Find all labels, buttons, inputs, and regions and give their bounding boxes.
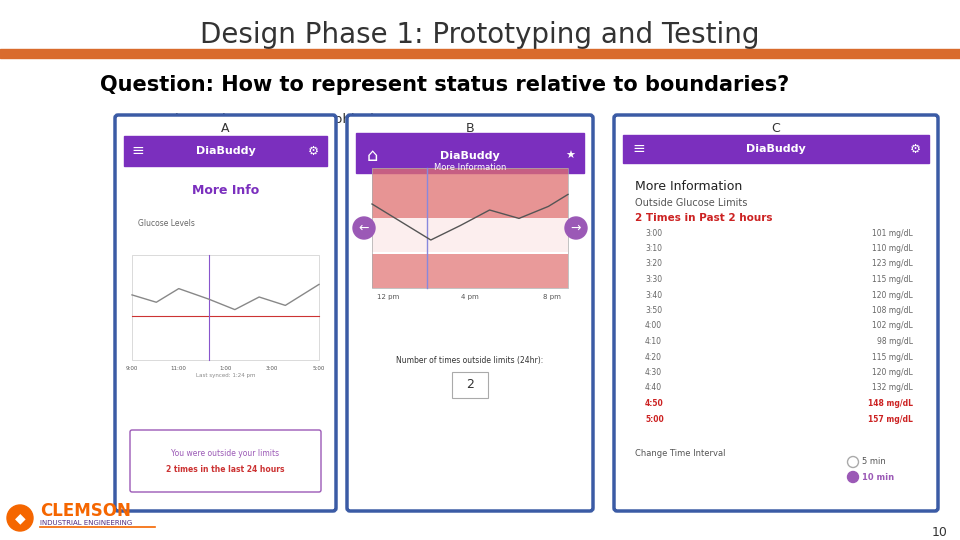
Circle shape [565, 217, 587, 239]
Text: 5:00: 5:00 [645, 415, 663, 423]
Text: 9:00: 9:00 [126, 366, 138, 371]
Text: 1:00: 1:00 [219, 366, 231, 371]
Text: 3:00: 3:00 [266, 366, 278, 371]
Text: ⌂: ⌂ [367, 147, 377, 165]
Text: ★: ★ [565, 151, 575, 161]
FancyBboxPatch shape [614, 115, 938, 511]
Text: You were outside your limits: You were outside your limits [172, 449, 279, 457]
Bar [372, 168, 568, 288]
Text: 10 min: 10 min [862, 472, 894, 482]
Text: 4 pm: 4 pm [461, 294, 479, 300]
Text: 3:00: 3:00 [645, 228, 662, 238]
Text: ⚙: ⚙ [909, 143, 921, 156]
Text: 157 mg/dL: 157 mg/dL [868, 415, 913, 423]
Text: Design Phase 1: Prototyping and Testing: Design Phase 1: Prototyping and Testing [201, 21, 759, 49]
Text: 115 mg/dL: 115 mg/dL [873, 353, 913, 361]
Text: Graphical: Graphical [310, 113, 374, 126]
Text: 4:00: 4:00 [645, 321, 662, 330]
FancyBboxPatch shape [347, 115, 593, 511]
Text: 3:30: 3:30 [645, 275, 662, 284]
Text: 132 mg/dL: 132 mg/dL [873, 383, 913, 393]
Circle shape [7, 505, 33, 531]
Text: 2: 2 [466, 379, 474, 392]
Text: Text: Text [766, 113, 794, 126]
Text: 5 min: 5 min [862, 457, 886, 467]
Text: 123 mg/dL: 123 mg/dL [873, 260, 913, 268]
Text: 148 mg/dL: 148 mg/dL [868, 399, 913, 408]
Text: ⚙: ⚙ [307, 145, 319, 158]
Text: DiaBuddy: DiaBuddy [440, 151, 500, 161]
Text: 3:20: 3:20 [645, 260, 662, 268]
FancyBboxPatch shape [130, 430, 321, 492]
Bar [0, 49, 960, 58]
Text: 4:40: 4:40 [645, 383, 662, 393]
Bar [372, 168, 568, 218]
Text: 8 pm: 8 pm [543, 294, 562, 300]
Circle shape [848, 456, 858, 468]
Text: Gradient: Gradient [420, 113, 479, 126]
Text: Number of times outside limits (24hr):: Number of times outside limits (24hr): [396, 355, 543, 364]
Text: B: B [466, 123, 474, 136]
Circle shape [353, 217, 375, 239]
Text: DiaBuddy: DiaBuddy [196, 146, 255, 156]
Text: ≡: ≡ [132, 144, 144, 159]
Text: 4:50: 4:50 [645, 399, 663, 408]
Text: 108 mg/dL: 108 mg/dL [873, 306, 913, 315]
Text: 110 mg/dL: 110 mg/dL [873, 244, 913, 253]
Bar [372, 218, 568, 252]
Text: Hard Boundary: Hard Boundary [147, 113, 247, 126]
Bar [372, 218, 568, 254]
Text: ≡: ≡ [633, 141, 645, 157]
Text: 4:30: 4:30 [645, 368, 662, 377]
Text: ◆: ◆ [14, 511, 25, 525]
Text: Change Time Interval: Change Time Interval [635, 449, 726, 458]
Text: 102 mg/dL: 102 mg/dL [873, 321, 913, 330]
Text: 2 Times in Past 2 hours: 2 Times in Past 2 hours [635, 213, 773, 223]
Text: More Information: More Information [635, 179, 742, 192]
Text: 4:10: 4:10 [645, 337, 662, 346]
Text: A: A [221, 123, 229, 136]
Text: 120 mg/dL: 120 mg/dL [873, 368, 913, 377]
Bar [356, 133, 584, 173]
Text: CLEMSON: CLEMSON [40, 502, 131, 520]
Text: 101 mg/dL: 101 mg/dL [873, 228, 913, 238]
Bar [452, 372, 488, 398]
Text: Last synced: 1:24 pm: Last synced: 1:24 pm [196, 374, 255, 379]
Text: More Information: More Information [434, 164, 506, 172]
Text: 120 mg/dL: 120 mg/dL [873, 291, 913, 300]
Bar [372, 254, 568, 288]
Text: 98 mg/dL: 98 mg/dL [877, 337, 913, 346]
Text: 3:40: 3:40 [645, 291, 662, 300]
Text: Glucose Levels: Glucose Levels [138, 219, 195, 228]
Circle shape [848, 471, 858, 483]
Text: Question: How to represent status relative to boundaries?: Question: How to represent status relati… [100, 75, 789, 95]
Text: 2 times in the last 24 hours: 2 times in the last 24 hours [166, 465, 285, 475]
Bar [623, 135, 929, 163]
Text: 10: 10 [932, 525, 948, 538]
Bar [132, 255, 319, 360]
Text: →: → [571, 221, 581, 234]
Text: C: C [772, 123, 780, 136]
Text: INDUSTRIAL ENGINEERING: INDUSTRIAL ENGINEERING [40, 520, 132, 526]
Text: 115 mg/dL: 115 mg/dL [873, 275, 913, 284]
Text: 12 pm: 12 pm [376, 294, 398, 300]
Text: 5:00: 5:00 [313, 366, 325, 371]
Text: 3:10: 3:10 [645, 244, 662, 253]
Text: ←: ← [359, 221, 370, 234]
Text: More Info: More Info [192, 185, 259, 198]
Text: 4:20: 4:20 [645, 353, 662, 361]
Text: 3:50: 3:50 [645, 306, 662, 315]
Bar [124, 136, 327, 166]
Text: 11:00: 11:00 [171, 366, 186, 371]
Text: DiaBuddy: DiaBuddy [746, 144, 805, 154]
FancyBboxPatch shape [115, 115, 336, 511]
Text: Outside Glucose Limits: Outside Glucose Limits [635, 198, 748, 208]
